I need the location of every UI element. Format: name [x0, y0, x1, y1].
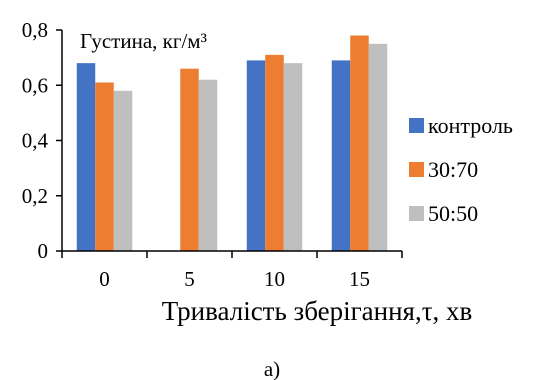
x-tick-label: 0: [99, 267, 110, 291]
bar-контроль-15: [331, 60, 351, 251]
legend-swatch-30:70: [409, 162, 424, 177]
legend-label: контроль: [428, 113, 513, 138]
x-tick-label: 5: [184, 267, 195, 291]
bar-30:70-0: [95, 82, 114, 252]
y-axis-ticks: 0 0,2 0,4 0,6 0,8: [22, 18, 62, 263]
y-tick-label: 0,6: [22, 73, 48, 97]
bar-50:50-10: [283, 63, 303, 252]
x-tick-label: 10: [264, 267, 285, 291]
x-axis-ticks: 0 5 10 15: [61, 251, 403, 291]
y-tick-label: 0,8: [22, 18, 48, 42]
figure-caption: а): [264, 357, 280, 380]
bar-30:70-10: [265, 54, 284, 251]
legend-label: 30:70: [428, 157, 478, 182]
legend: контроль 30:70 50:50: [409, 113, 513, 226]
bar-50:50-0: [113, 90, 133, 251]
y-tick-label: 0,2: [22, 184, 48, 208]
x-axis-label: Тривалість зберігання,τ, хв: [162, 296, 473, 326]
plot-area: [76, 35, 388, 252]
legend-swatch-контроль: [409, 118, 424, 133]
bar-контроль-0: [76, 63, 96, 252]
legend-swatch-50:50: [409, 206, 424, 221]
bar-30:70-5: [180, 68, 199, 252]
legend-label: 50:50: [428, 201, 478, 226]
y-tick-label: 0: [38, 239, 49, 263]
y-tick-label: 0,4: [22, 129, 49, 153]
chart-title: Густина, кг/м³: [80, 29, 207, 53]
bar-контроль-10: [246, 60, 266, 251]
x-tick-label: 15: [349, 267, 370, 291]
bar-30:70-15: [350, 35, 369, 251]
bar-50:50-5: [198, 79, 218, 251]
bar-50:50-15: [368, 43, 388, 252]
